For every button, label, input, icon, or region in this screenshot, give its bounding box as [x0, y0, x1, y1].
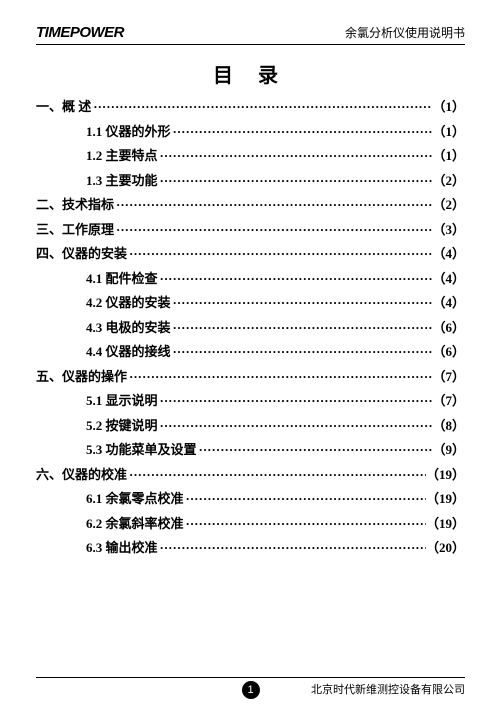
page-number: 1 — [242, 681, 260, 699]
toc-entry-page: （19） — [426, 468, 465, 481]
toc-leader-dots — [158, 174, 433, 187]
toc-entry-label: 1.2 主要特点 — [86, 149, 158, 162]
toc-entry-label: 6.2 余氯斜率校准 — [86, 517, 184, 530]
toc-entry-label: 5.2 按键说明 — [86, 419, 158, 432]
toc-entry-page: （4） — [432, 247, 465, 260]
toc-entry-page: （7） — [432, 370, 465, 383]
toc-entry-label: 1.3 主要功能 — [86, 174, 158, 187]
toc-entry-label: 四、仪器的安装 — [36, 247, 127, 260]
toc-entry-label: 三、工作原理 — [36, 223, 114, 236]
page-footer: 北京时代新维测控设备有限公司 1 — [36, 677, 465, 697]
toc-entry-label: 4.3 电极的安装 — [86, 321, 171, 334]
toc-entry-label: 4.1 配件检查 — [86, 272, 158, 285]
toc-entry-page: （7） — [432, 394, 465, 407]
manual-toc-page: TIMEPOWER 余氯分析仪使用说明书 目 录 一、概 述（1）1.1 仪器的… — [0, 0, 501, 711]
toc-entry: 三、工作原理 （3） — [36, 223, 465, 236]
toc-leader-dots — [114, 223, 432, 236]
toc-entry-page: （19） — [426, 492, 465, 505]
toc-entry-page: （3） — [432, 223, 465, 236]
toc-entry-label: 六、仪器的校准 — [36, 468, 127, 481]
toc-leader-dots — [127, 468, 426, 481]
toc-entry: 五、仪器的操作 （7） — [36, 370, 465, 383]
brand-logo: TIMEPOWER — [36, 24, 124, 41]
toc-heading: 目 录 — [36, 59, 465, 88]
toc-leader-dots — [127, 370, 432, 383]
toc-entry-page: （6） — [432, 321, 465, 334]
toc-leader-dots — [158, 419, 433, 432]
toc-entry-label: 5.3 功能菜单及设置 — [86, 443, 197, 456]
toc-leader-dots — [91, 100, 432, 113]
page-number-badge: 1 — [36, 680, 465, 699]
toc-entry: 1.1 仪器的外形 （1） — [36, 125, 465, 138]
toc-entry-page: （2） — [432, 198, 465, 211]
toc-entry: 6.1 余氯零点校准 （19） — [36, 492, 465, 505]
toc-entry: 5.1 显示说明 （7） — [36, 394, 465, 407]
page-header: TIMEPOWER 余氯分析仪使用说明书 — [36, 24, 465, 45]
toc-leader-dots — [114, 198, 432, 211]
toc-leader-dots — [158, 541, 426, 554]
toc-entry-page: （19） — [426, 517, 465, 530]
toc-entry-page: （6） — [432, 345, 465, 358]
toc-entry-label: 4.2 仪器的安装 — [86, 296, 171, 309]
toc-leader-dots — [171, 345, 433, 358]
toc-entry-page: （2） — [432, 174, 465, 187]
toc-entry-page: （1） — [432, 100, 465, 113]
toc-entry: 1.2 主要特点 （1） — [36, 149, 465, 162]
toc-entry-label: 6.1 余氯零点校准 — [86, 492, 184, 505]
toc-entry-label: 4.4 仪器的接线 — [86, 345, 171, 358]
toc-entry: 二、技术指标 （2） — [36, 198, 465, 211]
toc-entry-page: （8） — [432, 419, 465, 432]
toc-leader-dots — [197, 443, 433, 456]
toc-entry-label: 二、技术指标 — [36, 198, 114, 211]
toc-entry: 4.2 仪器的安装 （4） — [36, 296, 465, 309]
toc-leader-dots — [171, 296, 433, 309]
toc-list: 一、概 述 （1） 1.1 仪器的外形 （1） 1.2 主要特点 （1） 1.3 主要功能 （… — [36, 100, 465, 554]
toc-leader-dots — [171, 321, 433, 334]
toc-leader-dots — [184, 517, 426, 530]
toc-entry: 4.3 电极的安装 （6） — [36, 321, 465, 334]
toc-entry-page: （9） — [432, 443, 465, 456]
toc-entry-label: 6.3 输出校准 — [86, 541, 158, 554]
toc-leader-dots — [171, 125, 433, 138]
toc-leader-dots — [158, 149, 433, 162]
toc-leader-dots — [158, 272, 433, 285]
toc-entry: 5.3 功能菜单及设置 （9） — [36, 443, 465, 456]
toc-entry: 4.4 仪器的接线 （6） — [36, 345, 465, 358]
document-title: 余氯分析仪使用说明书 — [345, 24, 465, 41]
toc-entry-label: 五、仪器的操作 — [36, 370, 127, 383]
toc-entry-label: 1.1 仪器的外形 — [86, 125, 171, 138]
toc-entry: 六、仪器的校准 （19） — [36, 468, 465, 481]
toc-entry: 1.3 主要功能 （2） — [36, 174, 465, 187]
toc-entry: 4.1 配件检查 （4） — [36, 272, 465, 285]
toc-leader-dots — [127, 247, 432, 260]
toc-entry-page: （1） — [432, 125, 465, 138]
toc-entry-page: （4） — [432, 296, 465, 309]
toc-entry: 四、仪器的安装 （4） — [36, 247, 465, 260]
toc-entry: 6.2 余氯斜率校准 （19） — [36, 517, 465, 530]
toc-leader-dots — [158, 394, 433, 407]
toc-entry-page: （1） — [432, 149, 465, 162]
toc-entry-label: 一、概 述 — [36, 100, 91, 113]
toc-entry: 一、概 述 （1） — [36, 100, 465, 113]
toc-entry: 6.3 输出校准 （20） — [36, 541, 465, 554]
toc-entry-page: （20） — [426, 541, 465, 554]
toc-entry-label: 5.1 显示说明 — [86, 394, 158, 407]
toc-entry: 5.2 按键说明 （8） — [36, 419, 465, 432]
toc-leader-dots — [184, 492, 426, 505]
toc-entry-page: （4） — [432, 272, 465, 285]
